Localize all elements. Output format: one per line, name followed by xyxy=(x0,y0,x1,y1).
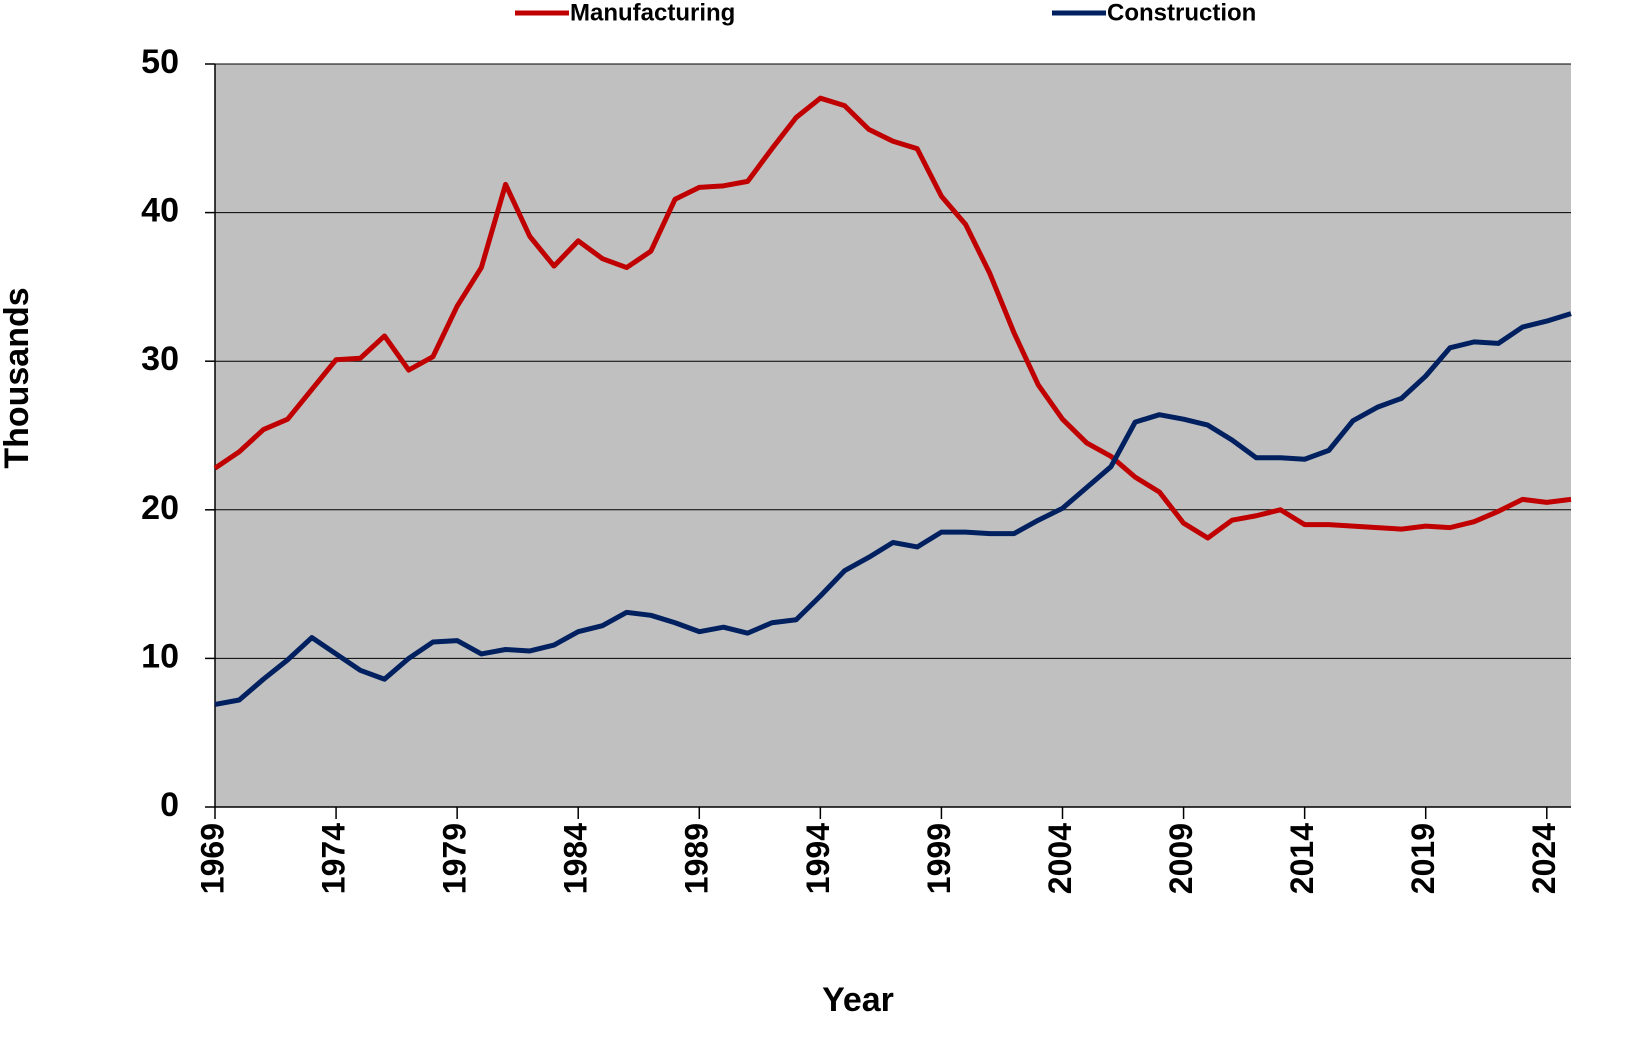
x-tick-label: 1994 xyxy=(800,823,836,894)
y-tick-label: 30 xyxy=(141,340,179,378)
plot-area xyxy=(215,64,1571,807)
x-tick-label: 2019 xyxy=(1405,823,1441,894)
legend-label: Construction xyxy=(1107,0,1256,26)
y-tick-label: 20 xyxy=(141,489,179,527)
x-tick-label: 1984 xyxy=(558,823,594,894)
series-line xyxy=(214,311,1572,707)
y-tick-label: 50 xyxy=(141,43,179,81)
legend-label: Manufacturing xyxy=(570,0,735,26)
y-tick-label: 40 xyxy=(141,192,179,230)
series-line xyxy=(213,95,1572,541)
x-tick-label: 2009 xyxy=(1163,823,1199,894)
x-tick-label: 1989 xyxy=(679,823,715,894)
x-tick-label: 2014 xyxy=(1284,823,1320,894)
y-tick-label: 0 xyxy=(160,786,179,824)
y-tick-label: 10 xyxy=(141,637,179,675)
x-tick-label: 2004 xyxy=(1042,823,1078,894)
x-tick-label: 1979 xyxy=(437,823,473,894)
y-axis-label: Thousands xyxy=(0,287,36,468)
x-tick-label: 2024 xyxy=(1526,823,1562,894)
x-axis-label: Year xyxy=(822,981,894,1019)
x-tick-label: 1969 xyxy=(194,823,230,894)
x-tick-label: 1999 xyxy=(921,823,957,894)
x-tick-label: 1974 xyxy=(316,823,352,894)
